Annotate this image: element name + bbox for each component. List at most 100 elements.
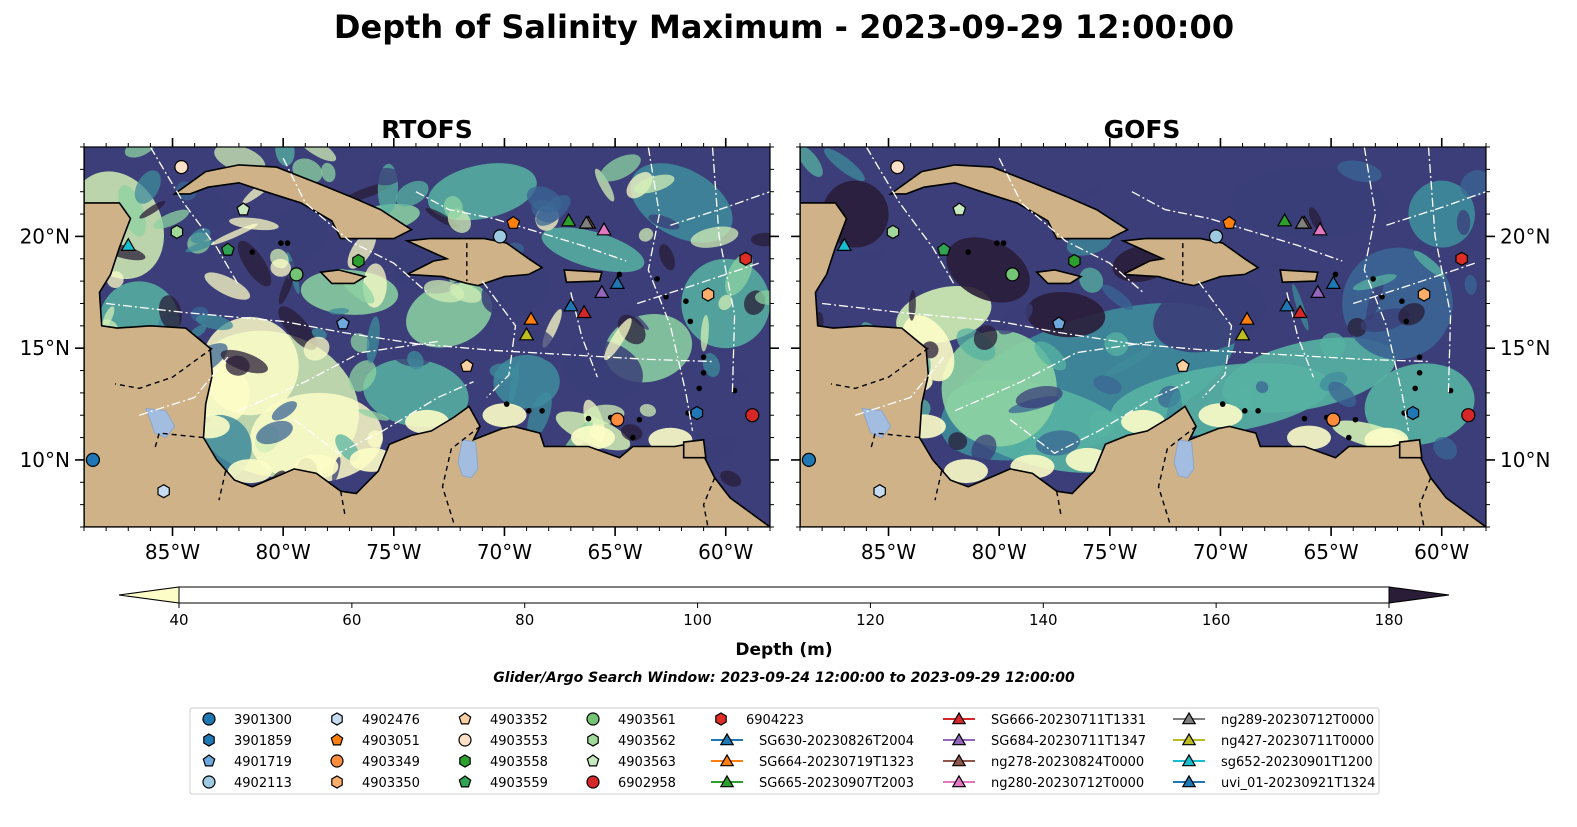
platform-marker: [563, 297, 579, 312]
island: [503, 401, 510, 407]
landmass: [404, 237, 544, 287]
depth-patch: [220, 349, 268, 374]
legend-label: 4902113: [234, 776, 292, 791]
island: [1346, 434, 1352, 441]
lake: [457, 439, 479, 479]
depth-patch: [350, 333, 370, 353]
depth-patch: [363, 358, 469, 428]
eez-boundary: [1427, 147, 1452, 393]
shelf-patch: [944, 459, 988, 484]
legend-item: 4902113: [202, 775, 292, 791]
eez-boundary: [570, 292, 599, 378]
platform-marker: [576, 304, 592, 319]
legend-item: 3901300: [202, 712, 292, 728]
platform-marker: [1406, 405, 1420, 421]
depth-patch: [1089, 410, 1115, 437]
platform-marker: [1005, 267, 1020, 282]
legend-item: 4903558: [459, 754, 548, 770]
platform-marker: [157, 484, 170, 499]
legend-item: 4903051: [330, 733, 420, 749]
legend-label: SG684-20230711T1347: [991, 734, 1146, 749]
eez-boundary: [865, 147, 956, 286]
platform-marker: [335, 316, 350, 330]
island: [1332, 271, 1339, 278]
legend-box: [189, 707, 1380, 795]
island: [1242, 408, 1248, 414]
lake: [145, 407, 176, 439]
depth-patch: [1104, 332, 1129, 356]
depth-patch: [370, 167, 402, 186]
x-tick-label: 85°W: [145, 540, 200, 564]
depth-patch: [621, 424, 643, 441]
depth-patch: [824, 148, 865, 182]
platform-marker: [609, 275, 626, 289]
depth-patch: [1320, 332, 1346, 358]
depth-patch: [1035, 430, 1081, 456]
landmass: [888, 164, 1130, 240]
gofs-title: GOFS: [1104, 115, 1181, 144]
depth-patch: [270, 258, 291, 277]
eez-boundary: [1386, 191, 1486, 226]
legend-label: 4903349: [362, 755, 420, 770]
island: [278, 240, 284, 246]
eez-boundary: [647, 147, 694, 432]
depth-patch: [278, 306, 317, 351]
depth-patch: [1015, 385, 1063, 409]
colorbar-tick-label: 100: [683, 611, 712, 629]
depth-patch: [195, 314, 234, 331]
landmass: [84, 147, 770, 527]
colorbar-outline: [178, 586, 1390, 604]
island: [700, 370, 707, 376]
island: [616, 271, 623, 278]
platform-marker: [174, 160, 189, 175]
eez-boundary: [998, 157, 1144, 293]
platform-marker: [951, 753, 967, 767]
colorbar-tick-label: 120: [856, 611, 885, 629]
legend-item: 4903352: [458, 712, 548, 728]
depth-patch: [604, 318, 632, 361]
depth-patch: [599, 154, 641, 182]
platform-marker: [1181, 732, 1197, 746]
platform-marker: [236, 202, 251, 216]
island: [1403, 318, 1410, 325]
country-border: [114, 347, 213, 390]
legend-label: 4902476: [362, 713, 420, 728]
platform-marker: [459, 754, 471, 768]
platform-marker: [586, 712, 600, 726]
island: [1219, 401, 1226, 407]
island: [1255, 408, 1261, 414]
legend-item: SG664-20230719T1323: [711, 753, 914, 770]
island: [731, 387, 738, 394]
colorbar-tick-label: 80: [515, 611, 534, 629]
legend-label: 6902958: [618, 776, 676, 791]
legend-label: 4903562: [618, 734, 676, 749]
platform-marker: [873, 484, 886, 499]
depth-patch: [755, 290, 770, 305]
eez-boundary: [106, 302, 715, 363]
depth-patch: [1255, 381, 1269, 394]
depth-patch: [1366, 277, 1384, 321]
depth-patch: [853, 250, 885, 259]
depth-patch: [1352, 274, 1397, 291]
platform-marker: [951, 711, 967, 725]
depth-patch: [443, 195, 463, 219]
eez-boundary: [822, 302, 1431, 363]
platform-marker: [890, 160, 905, 175]
depth-patch: [229, 217, 279, 231]
island: [687, 318, 694, 325]
depth-patch: [395, 180, 429, 207]
depth-patch: [311, 328, 327, 340]
rtofs-eez-lines: [106, 147, 770, 454]
platform-marker: [560, 212, 577, 227]
platform-marker: [1181, 753, 1197, 767]
platform-marker: [836, 237, 853, 251]
platform-marker: [330, 754, 344, 768]
x-tick-label: 65°W: [1303, 540, 1358, 564]
legend-label: 4903051: [362, 734, 420, 749]
legend-item: 6902958: [586, 775, 676, 791]
eez-boundary: [282, 157, 428, 293]
platform-marker: [690, 405, 704, 421]
platform-marker: [1208, 229, 1224, 244]
platform-marker: [330, 733, 344, 746]
